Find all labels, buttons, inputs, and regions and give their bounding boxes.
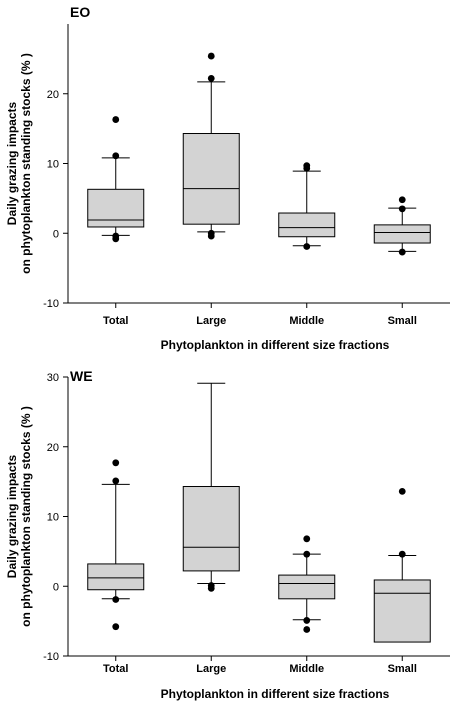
outlier-point xyxy=(303,617,311,624)
outlier-point xyxy=(112,116,120,123)
y-axis-title-line2: on phytoplankton standing stocks (% ) xyxy=(19,406,33,627)
outlier-point xyxy=(303,164,311,172)
y-tick-label: -10 xyxy=(43,298,59,310)
x-tick-label: Small xyxy=(388,663,417,675)
box-iqr xyxy=(278,574,336,600)
outlier-point xyxy=(398,487,406,495)
x-tick-label: Total xyxy=(103,663,128,675)
outlier-point xyxy=(112,459,120,467)
box-iqr xyxy=(278,212,336,238)
outlier-point xyxy=(112,596,120,603)
y-tick-label: -10 xyxy=(43,651,59,663)
chart-panel-eo: EO -10 0 10 20 Total Large Middle Small Phytoplan… xyxy=(5,4,450,352)
box-small xyxy=(373,196,431,256)
y-tick-label: 20 xyxy=(47,89,59,101)
x-tick-label: Large xyxy=(196,315,226,327)
outlier-point xyxy=(398,248,406,256)
y-tick-label: 10 xyxy=(47,512,59,524)
outlier-point xyxy=(112,235,120,243)
outlier-point xyxy=(207,75,215,82)
y-tick-label: 30 xyxy=(47,372,59,384)
box-total xyxy=(87,459,145,631)
outlier-point xyxy=(112,152,120,160)
x-tick-label: Small xyxy=(388,315,417,327)
x-tick-label: Middle xyxy=(289,315,324,327)
outlier-point xyxy=(303,626,311,633)
y-tick-label: 20 xyxy=(47,442,59,454)
outlier-point xyxy=(112,623,120,631)
outlier-point xyxy=(207,52,215,60)
outlier-point xyxy=(398,196,406,204)
outlier-point xyxy=(303,243,311,250)
box-large xyxy=(182,382,240,592)
y-tick-label: 0 xyxy=(53,228,59,240)
x-tick-label: Middle xyxy=(289,663,324,675)
box-iqr xyxy=(182,486,240,572)
y-tick-label: 0 xyxy=(53,581,59,593)
x-tick-label: Total xyxy=(103,315,128,327)
outlier-point xyxy=(303,535,311,543)
y-axis-title-line1: Daily grazing impacts xyxy=(5,101,19,225)
box-middle xyxy=(278,162,336,250)
outlier-point xyxy=(207,584,215,592)
box-total xyxy=(87,116,145,243)
chart-panel-we: WE -10 0 10 20 30 Total Large Middle Small Phytopl… xyxy=(5,368,450,701)
box-large xyxy=(182,52,240,240)
outlier-point xyxy=(398,550,406,558)
box-iqr xyxy=(87,188,145,228)
y-axis-title-line1: Daily grazing impacts xyxy=(5,454,19,578)
panel-title: WE xyxy=(70,368,93,384)
x-axis-title: Phytoplankton in different size fraction… xyxy=(161,687,390,701)
box-iqr xyxy=(373,579,431,643)
box-iqr xyxy=(373,224,431,244)
y-tick-label: 10 xyxy=(47,159,59,171)
outlier-point xyxy=(303,550,311,558)
outlier-point xyxy=(112,477,120,485)
x-tick-label: Large xyxy=(196,663,226,675)
outlier-point xyxy=(207,232,215,240)
box-iqr xyxy=(182,133,240,225)
y-axis-title-line2: on phytoplankton standing stocks (% ) xyxy=(19,53,33,274)
box-iqr xyxy=(87,563,145,591)
panel-title: EO xyxy=(70,4,90,20)
box-small xyxy=(373,487,431,643)
x-axis-title: Phytoplankton in different size fraction… xyxy=(161,338,390,352)
outlier-point xyxy=(398,205,406,213)
box-middle xyxy=(278,535,336,633)
